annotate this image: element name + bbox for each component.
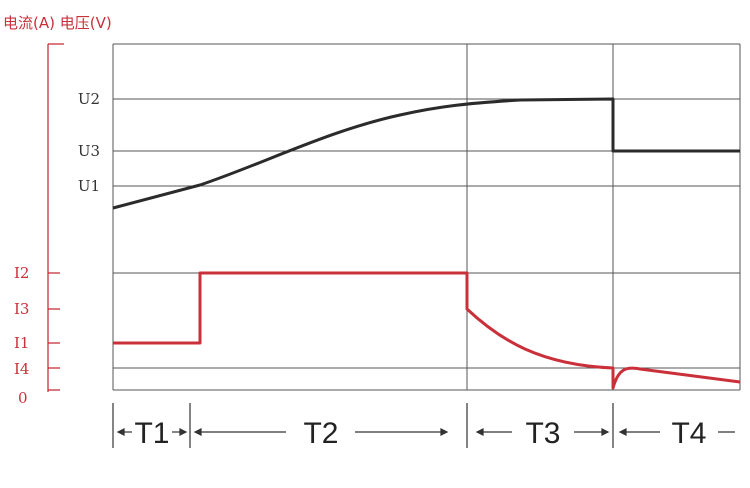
tick-label-u1: U1 [78, 177, 100, 195]
phase-label-t1: T1 [134, 417, 169, 450]
phase-label-t3: T3 [525, 417, 560, 450]
grid [112, 43, 741, 391]
current-tick-marks [48, 272, 60, 391]
tick-label-i3: I3 [14, 300, 29, 318]
axis-title: 电流(A) 电压(V) [3, 14, 112, 32]
phase-label-t2: T2 [303, 417, 338, 450]
tick-label-u2: U2 [78, 90, 100, 108]
tick-label-i1: I1 [14, 334, 29, 352]
current-curve [113, 271, 741, 390]
phase-label-t4: T4 [671, 417, 706, 450]
voltage-curve [112, 97, 740, 210]
left-axis-bracket [47, 43, 64, 392]
phase-markers [112, 403, 735, 448]
tick-label-i2: I2 [14, 264, 29, 282]
tick-label-i4: I4 [14, 360, 29, 378]
tick-label-zero: 0 [18, 389, 28, 407]
tick-label-u3: U3 [78, 142, 100, 160]
